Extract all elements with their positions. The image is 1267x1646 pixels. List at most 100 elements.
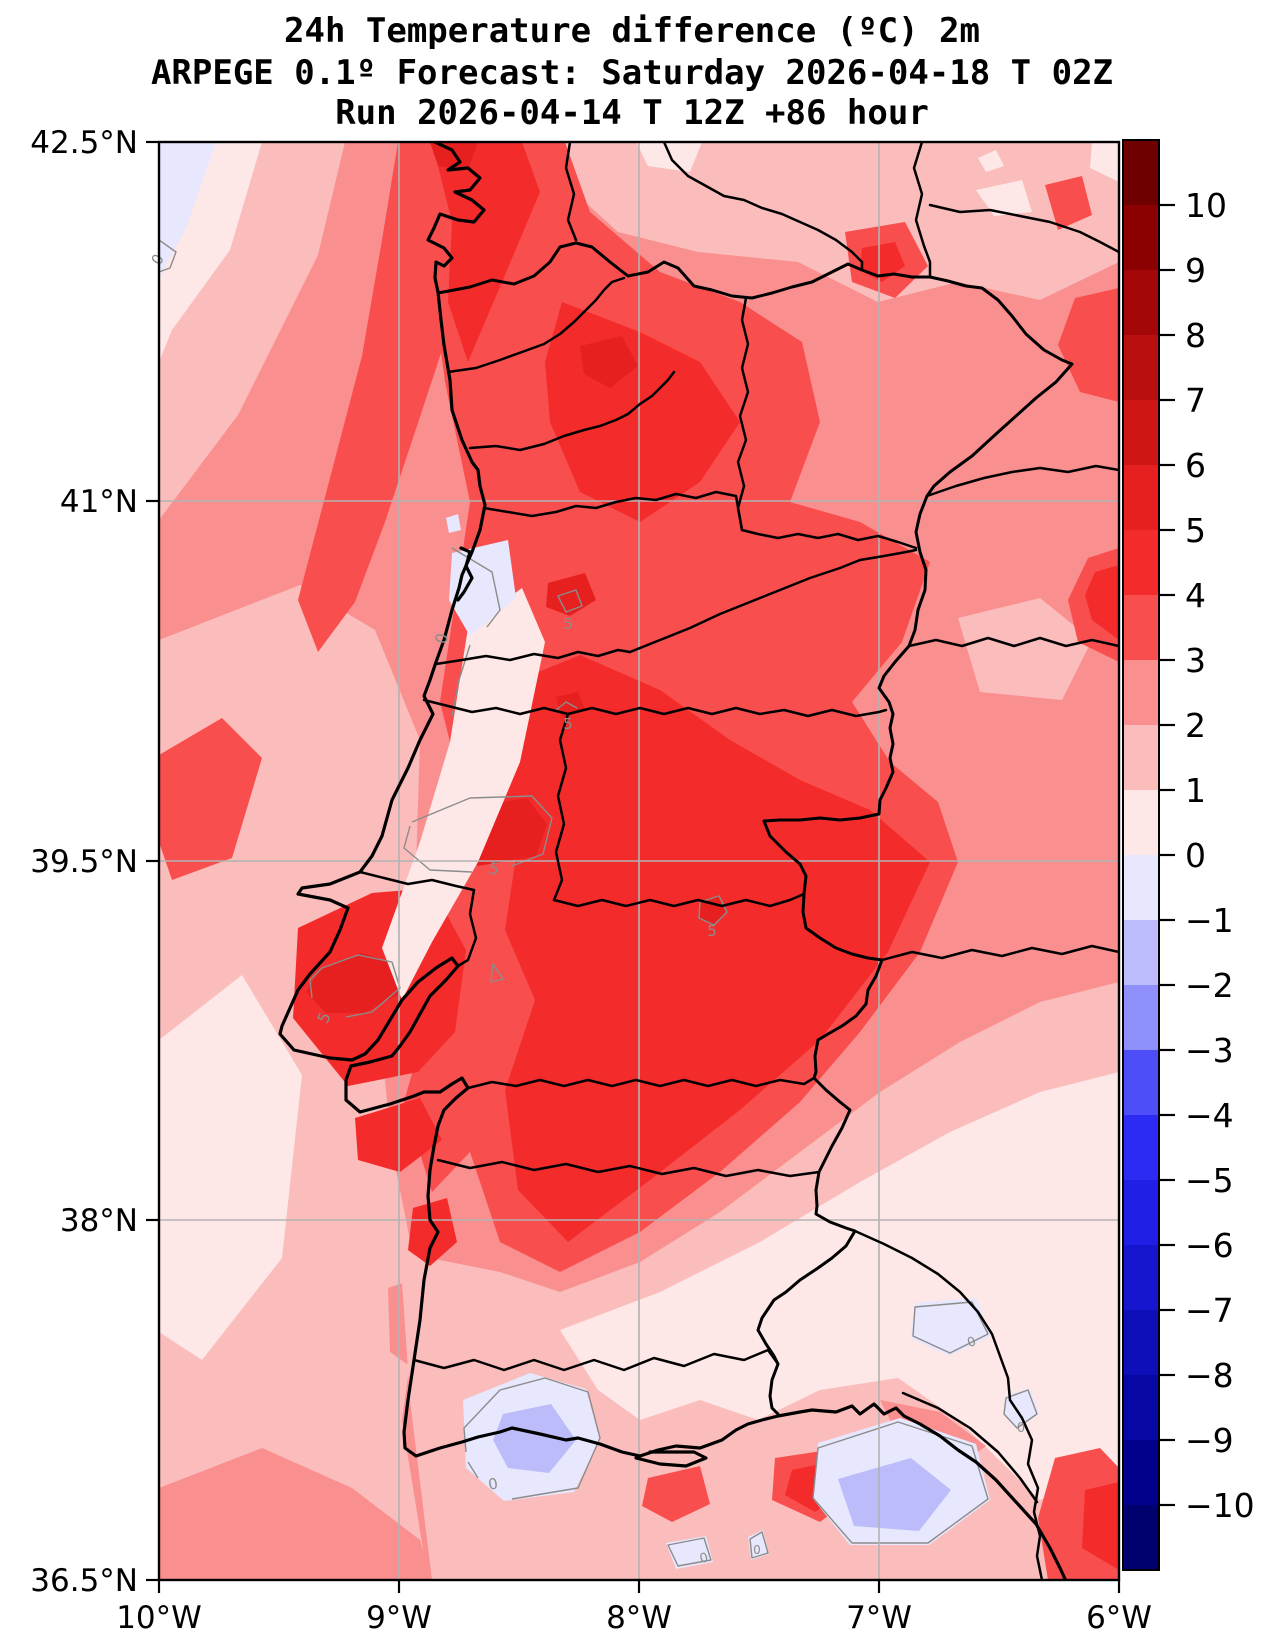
colorbar-segment — [1123, 335, 1159, 401]
country-border-path — [436, 241, 1074, 1416]
district-boundaries — [358, 142, 1119, 1580]
colorbar-tick-label: −3 — [1185, 1031, 1234, 1070]
colorbar-segment — [1123, 1440, 1159, 1506]
x-tick-label: 10°W — [116, 1600, 202, 1636]
contour-fill-red-algarve1 — [642, 1466, 710, 1522]
contour-fill-blue-tiny1 — [666, 1536, 713, 1569]
ria-formosa-path — [634, 1450, 708, 1468]
contour-value-label: 0 — [487, 1474, 500, 1493]
colorbar-tick-label: −10 — [1185, 1486, 1255, 1525]
contour-fill-ne-pale1 — [636, 142, 702, 172]
contour-fill-blue-se1 — [910, 1298, 991, 1356]
colorbar-segment — [1123, 465, 1159, 531]
colorbar-tick-label: 10 — [1185, 186, 1227, 225]
y-tick-label: 42.5°N — [30, 125, 138, 161]
contour-fill-ne-pale2 — [976, 180, 1032, 216]
contour-fill-salmon-bl — [159, 1448, 432, 1580]
aveiro-lagoon-path — [456, 546, 474, 602]
contour-fill-bright-sines — [408, 1198, 457, 1266]
colorbar-segment — [1123, 855, 1159, 921]
colorbar-tick-label: 9 — [1185, 251, 1206, 290]
colorbar-segment — [1123, 790, 1159, 856]
contour-fill-red-ocean-west — [159, 718, 262, 880]
contour-fill-bright-se — [1082, 1482, 1119, 1570]
colorbar-segment — [1123, 1310, 1159, 1376]
colorbar-segment — [1123, 660, 1159, 726]
colorbar-segment — [1123, 270, 1159, 336]
contour-fill-ne-pale4 — [978, 150, 1004, 172]
colorbar-tick-label: 4 — [1185, 576, 1206, 615]
x-tick-label: 6°W — [1086, 1600, 1152, 1636]
colorbar-segment — [1123, 205, 1159, 271]
y-axis: 42.5°N 41°N 39.5°N 38°N 36.5°N — [30, 125, 159, 1599]
colorbar-tick-label: 0 — [1185, 836, 1206, 875]
colorbar-segment — [1123, 725, 1159, 791]
x-axis: 10°W 9°W 8°W 7°W 6°W — [116, 1580, 1152, 1636]
title-block: 24h Temperature difference (ºC) 2m ARPEG… — [151, 11, 1113, 133]
colorbar-tick-label: 5 — [1185, 511, 1206, 550]
colorbar-segment — [1123, 1050, 1159, 1116]
colorbar-tick-label: 2 — [1185, 706, 1206, 745]
y-tick-label: 39.5°N — [30, 844, 138, 880]
contour-value-label: 0 — [698, 1550, 710, 1567]
contour-lines — [159, 239, 1038, 1567]
contour-value-label: 0 — [431, 631, 452, 646]
colorbar-segment — [1123, 595, 1159, 661]
colorbar-segment — [1123, 400, 1159, 466]
colorbar-segment — [1123, 1375, 1159, 1441]
contour-fill-red-ne2 — [1045, 176, 1092, 230]
title-line-1: 24h Temperature difference (ºC) 2m — [284, 11, 980, 51]
colorbar-tick-label: 7 — [1185, 381, 1206, 420]
contour-value-label: 5 — [563, 715, 573, 733]
contour-fill-pale-coast-strip — [382, 588, 545, 1000]
contour-fill-core-ne — [580, 336, 638, 388]
graticule — [159, 142, 1119, 1580]
x-tick-label: 9°W — [366, 1600, 432, 1636]
contour-fill-blue-algarve-core — [493, 1404, 576, 1473]
contour-fill-red-ne3 — [1058, 288, 1119, 402]
colorbar-segment — [1123, 985, 1159, 1051]
contour-fill-south-pale — [560, 1072, 1119, 1500]
contour-fill-core-minho — [430, 142, 478, 170]
contour-fill-core-beira1 — [546, 573, 596, 616]
contour-value-label: 5 — [707, 922, 717, 940]
colorbar-segment — [1123, 140, 1159, 206]
title-line-3: Run 2026-04-14 T 12Z +86 hour — [335, 93, 929, 133]
colorbar-segment — [1123, 530, 1159, 596]
contour-fill-bright-east — [1085, 565, 1119, 640]
contour-fill-blue-nw-corner — [159, 142, 216, 278]
colorbar-tick-label: −8 — [1185, 1356, 1234, 1395]
map-plot — [159, 142, 1119, 1580]
colorbar-tick-label: −1 — [1185, 901, 1234, 940]
colorbar-tick-label: −7 — [1185, 1291, 1234, 1330]
colorbar-segment — [1123, 1245, 1159, 1311]
contour-fill-pale-sw — [159, 975, 302, 1360]
colorbar-tick-label: −9 — [1185, 1421, 1234, 1460]
contour-fill-blue-se3-core — [838, 1458, 951, 1531]
contour-fill-core-sintra — [306, 953, 399, 1013]
contour-value-label: 0 — [1017, 1421, 1025, 1436]
x-tick-label: 8°W — [606, 1600, 672, 1636]
contour-fill-bright-minho — [432, 142, 540, 362]
coastline-path — [278, 142, 1068, 1580]
contour-fill-east-pink — [958, 598, 1092, 700]
colorbar-tick-label: 8 — [1185, 316, 1206, 355]
colorbar-tick-label: 1 — [1185, 771, 1206, 810]
contour-fill-bright-central — [470, 655, 930, 1242]
colorbar-segment — [1123, 1505, 1159, 1571]
colorbar-tick-label: −4 — [1185, 1096, 1234, 1135]
y-tick-label: 36.5°N — [30, 1563, 138, 1599]
colorbar-segment — [1123, 1180, 1159, 1246]
contour-value-label: 5 — [487, 858, 500, 878]
colorbar-tick-label: 6 — [1185, 446, 1206, 485]
colorbar-outline — [1122, 139, 1160, 1571]
contour-fill-blue-aveiro2 — [446, 514, 461, 533]
colorbar-segment — [1123, 920, 1159, 986]
y-tick-label: 41°N — [60, 484, 138, 520]
y-tick-label: 38°N — [60, 1203, 138, 1239]
colorbar-tick-label: 3 — [1185, 641, 1206, 680]
contour-value-label: 0 — [753, 1543, 761, 1557]
